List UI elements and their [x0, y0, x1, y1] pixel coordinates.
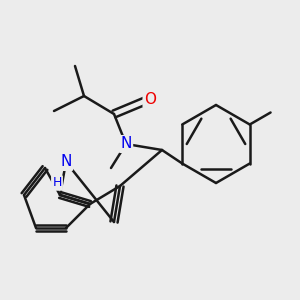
Text: N: N	[120, 136, 132, 152]
Text: H: H	[52, 176, 62, 190]
Text: O: O	[144, 92, 156, 106]
Text: N: N	[60, 154, 72, 169]
